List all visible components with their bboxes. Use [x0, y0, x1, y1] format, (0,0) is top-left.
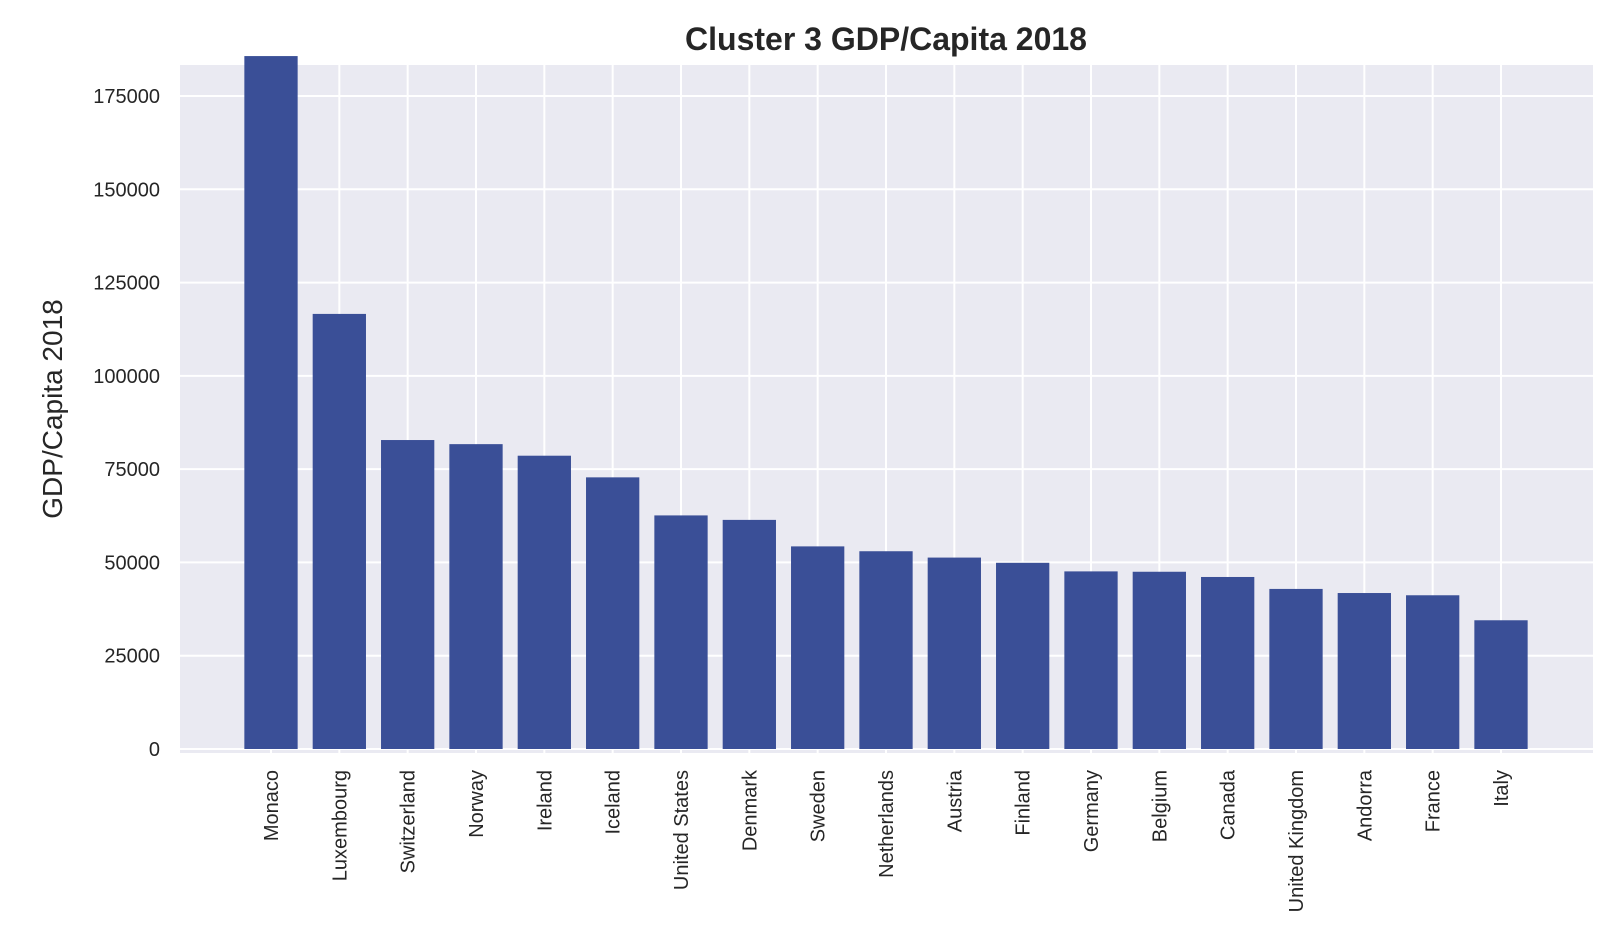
bar-andorra	[1337, 593, 1391, 749]
y-tick-label: 50000	[104, 552, 160, 574]
bar-united-kingdom	[1269, 588, 1323, 749]
y-tick-label: 150000	[93, 179, 160, 201]
x-tick-label: United States	[671, 770, 693, 890]
x-tick-label: Norway	[466, 770, 488, 838]
y-axis-ticks: 0 25000 50000 75000 100000 125000 150000 175000	[93, 86, 160, 761]
x-tick-label: Denmark	[739, 769, 761, 851]
bar-austria	[927, 557, 981, 749]
y-tick-label: 125000	[93, 273, 160, 295]
x-tick-label: Ireland	[534, 770, 556, 831]
x-tick-label: Iceland	[603, 770, 625, 835]
x-tick-label: United Kingdom	[1286, 770, 1308, 912]
x-tick-label: Canada	[1218, 769, 1240, 840]
bar-ireland	[517, 455, 571, 749]
x-tick-label: Andorra	[1354, 769, 1376, 841]
x-tick-label: France	[1423, 770, 1445, 832]
bar-denmark	[722, 519, 776, 749]
y-tick-label: 75000	[104, 459, 160, 481]
bar-germany	[1064, 571, 1118, 749]
bar-iceland	[586, 477, 640, 749]
bars	[244, 56, 1528, 749]
x-tick-label: Italy	[1491, 770, 1513, 807]
x-tick-label: Luxembourg	[329, 770, 351, 881]
x-tick-label: Netherlands	[876, 770, 898, 878]
chart-title: Cluster 3 GDP/Capita 2018	[685, 21, 1087, 57]
x-tick-label: Switzerland	[398, 770, 420, 873]
bar-luxembourg	[312, 313, 366, 749]
x-tick-label: Austria	[944, 769, 966, 832]
x-axis-ticks: Monaco Luxembourg Switzerland Norway Ireland…	[261, 769, 1513, 912]
bar-canada	[1201, 576, 1255, 749]
bar-monaco	[244, 56, 298, 749]
y-tick-label: 25000	[104, 646, 160, 668]
x-tick-label: Germany	[1081, 770, 1103, 852]
y-tick-label: 175000	[93, 86, 160, 108]
bar-norway	[449, 444, 503, 749]
y-axis-label: GDP/Capita 2018	[37, 299, 68, 518]
y-tick-label: 0	[149, 739, 160, 761]
bar-united-states	[654, 515, 708, 749]
bar-sweden	[791, 546, 845, 749]
x-tick-label: Finland	[1013, 770, 1035, 836]
bar-belgium	[1132, 571, 1186, 749]
x-tick-label: Monaco	[261, 770, 283, 841]
x-tick-label: Sweden	[808, 770, 830, 842]
y-tick-label: 100000	[93, 366, 160, 388]
bar-finland	[996, 562, 1050, 749]
bar-italy	[1474, 620, 1528, 749]
x-tick-label: Belgium	[1149, 770, 1171, 842]
bar-netherlands	[859, 551, 913, 749]
bar-switzerland	[381, 440, 435, 749]
bar-france	[1406, 595, 1460, 749]
